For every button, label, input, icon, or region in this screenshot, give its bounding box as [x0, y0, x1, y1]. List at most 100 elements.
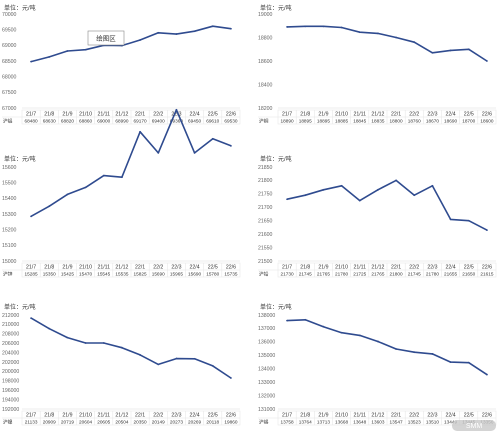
y-tick-label: 19000 [258, 12, 273, 18]
data-point [211, 364, 214, 367]
series-row-label: 沪铝 [3, 117, 13, 124]
y-tick-label: 15300 [2, 212, 17, 218]
x-tick-label: 21/9 [62, 111, 72, 117]
data-value-label: 69360 [170, 118, 183, 123]
data-point [413, 351, 416, 354]
data-value-label: 19860 [224, 419, 237, 424]
data-point [30, 317, 32, 320]
watermark-badge [452, 420, 496, 431]
x-tick-label: 22/6 [482, 412, 492, 418]
chart-panel-4: 单位：元/吨 21500 21550 21600 21650 21700 21750 2180… [258, 155, 497, 277]
data-value-label: 15965 [170, 271, 183, 276]
y-tick-label: 194000 [2, 397, 19, 403]
y-tick-label: 68500 [2, 59, 17, 65]
data-point [230, 27, 232, 30]
y-tick-label: 21650 [258, 219, 273, 225]
y-tick-label: 21600 [258, 232, 273, 238]
data-value-label: 15690 [152, 271, 165, 276]
data-point [413, 41, 416, 44]
data-value-label: 15690 [188, 271, 201, 276]
y-tick-label: 15500 [2, 180, 17, 186]
x-tick-label: 21/10 [335, 264, 348, 270]
x-tick-label: 22/3 [427, 111, 437, 117]
data-value-label: 18845 [353, 118, 366, 123]
x-tick-label: 22/5 [464, 111, 474, 117]
y-tick-label: 196000 [2, 388, 19, 394]
data-point [211, 137, 214, 140]
x-tick-label: 22/1 [391, 111, 401, 117]
data-point [322, 325, 325, 328]
data-point [66, 193, 69, 196]
data-point [139, 130, 141, 133]
y-tick-label: 21800 [258, 178, 273, 184]
data-value-label: 18895 [317, 118, 330, 123]
data-value-label: 13713 [317, 419, 330, 424]
data-value-label: 68820 [61, 118, 74, 123]
y-tick-label: 21500 [258, 259, 273, 265]
data-point [304, 25, 307, 28]
y-tick-label: 206000 [2, 341, 19, 347]
y-tick-label: 15000 [2, 259, 17, 265]
x-tick-label: 21/10 [79, 264, 92, 270]
series-row-label: 沪铜 [259, 117, 269, 124]
data-point [102, 342, 105, 344]
data-value-label: 69170 [134, 118, 147, 123]
data-point [449, 49, 452, 52]
unit-label: 单位：元/吨 [4, 155, 36, 163]
data-point [121, 176, 123, 179]
x-tick-label: 22/4 [446, 412, 456, 418]
data-value-label: 20149 [152, 419, 165, 424]
x-tick-label: 22/2 [409, 111, 419, 117]
data-point [84, 186, 87, 189]
data-point [211, 25, 214, 28]
data-value-label: 69000 [97, 118, 110, 123]
data-point [121, 346, 123, 349]
data-value-label: 15470 [79, 271, 92, 276]
data-point [66, 336, 69, 339]
chart-panel-1: 单位：元/吨 67000 67500 68000 68500 69000 69500 7000… [2, 4, 241, 124]
data-point [84, 48, 87, 51]
x-tick-label: 22/6 [226, 412, 236, 418]
data-point [395, 36, 397, 39]
data-value-label: 15780 [206, 271, 219, 276]
x-tick-label: 21/11 [353, 264, 366, 270]
x-tick-label: 22/3 [171, 111, 181, 117]
data-value-label: 13668 [335, 419, 348, 424]
y-tick-label: 15200 [2, 227, 17, 233]
data-value-label: 15825 [134, 271, 147, 276]
x-tick-label: 21/11 [97, 111, 110, 117]
x-tick-label: 21/8 [300, 412, 310, 418]
unit-label: 单位：元/吨 [4, 4, 36, 12]
series-line [30, 109, 232, 217]
y-tick-label: 67000 [2, 106, 17, 112]
data-value-label: 18835 [371, 118, 384, 123]
x-tick-label: 22/1 [135, 412, 145, 418]
data-point [322, 25, 325, 28]
series-line [287, 318, 488, 376]
data-value-label: 21655 [444, 271, 457, 276]
data-value-label: 68630 [43, 118, 56, 123]
data-value-label: 69610 [206, 118, 219, 123]
data-point [84, 342, 87, 344]
data-point [413, 194, 416, 197]
x-tick-label: 22/5 [208, 412, 218, 418]
unit-label: 单位：元/吨 [260, 303, 292, 311]
x-tick-label: 21/11 [97, 264, 110, 270]
data-point [340, 184, 343, 187]
data-point [139, 354, 141, 356]
data-value-label: 15350 [43, 271, 56, 276]
x-tick-label: 21/8 [44, 412, 54, 418]
data-point [449, 361, 452, 364]
x-tick-label: 21/8 [44, 264, 54, 270]
data-value-label: 18670 [426, 118, 439, 123]
data-point [66, 50, 69, 52]
data-value-label: 20504 [115, 419, 128, 424]
x-tick-label: 21/8 [300, 264, 310, 270]
data-value-label: 69530 [224, 118, 237, 123]
y-tick-label: 18800 [258, 35, 273, 41]
series-row-label: 沪镍 [3, 418, 13, 425]
y-tick-label: 21550 [258, 245, 273, 251]
x-tick-label: 22/5 [464, 412, 474, 418]
x-tick-label: 21/10 [335, 111, 348, 117]
x-tick-label: 21/7 [282, 111, 292, 117]
